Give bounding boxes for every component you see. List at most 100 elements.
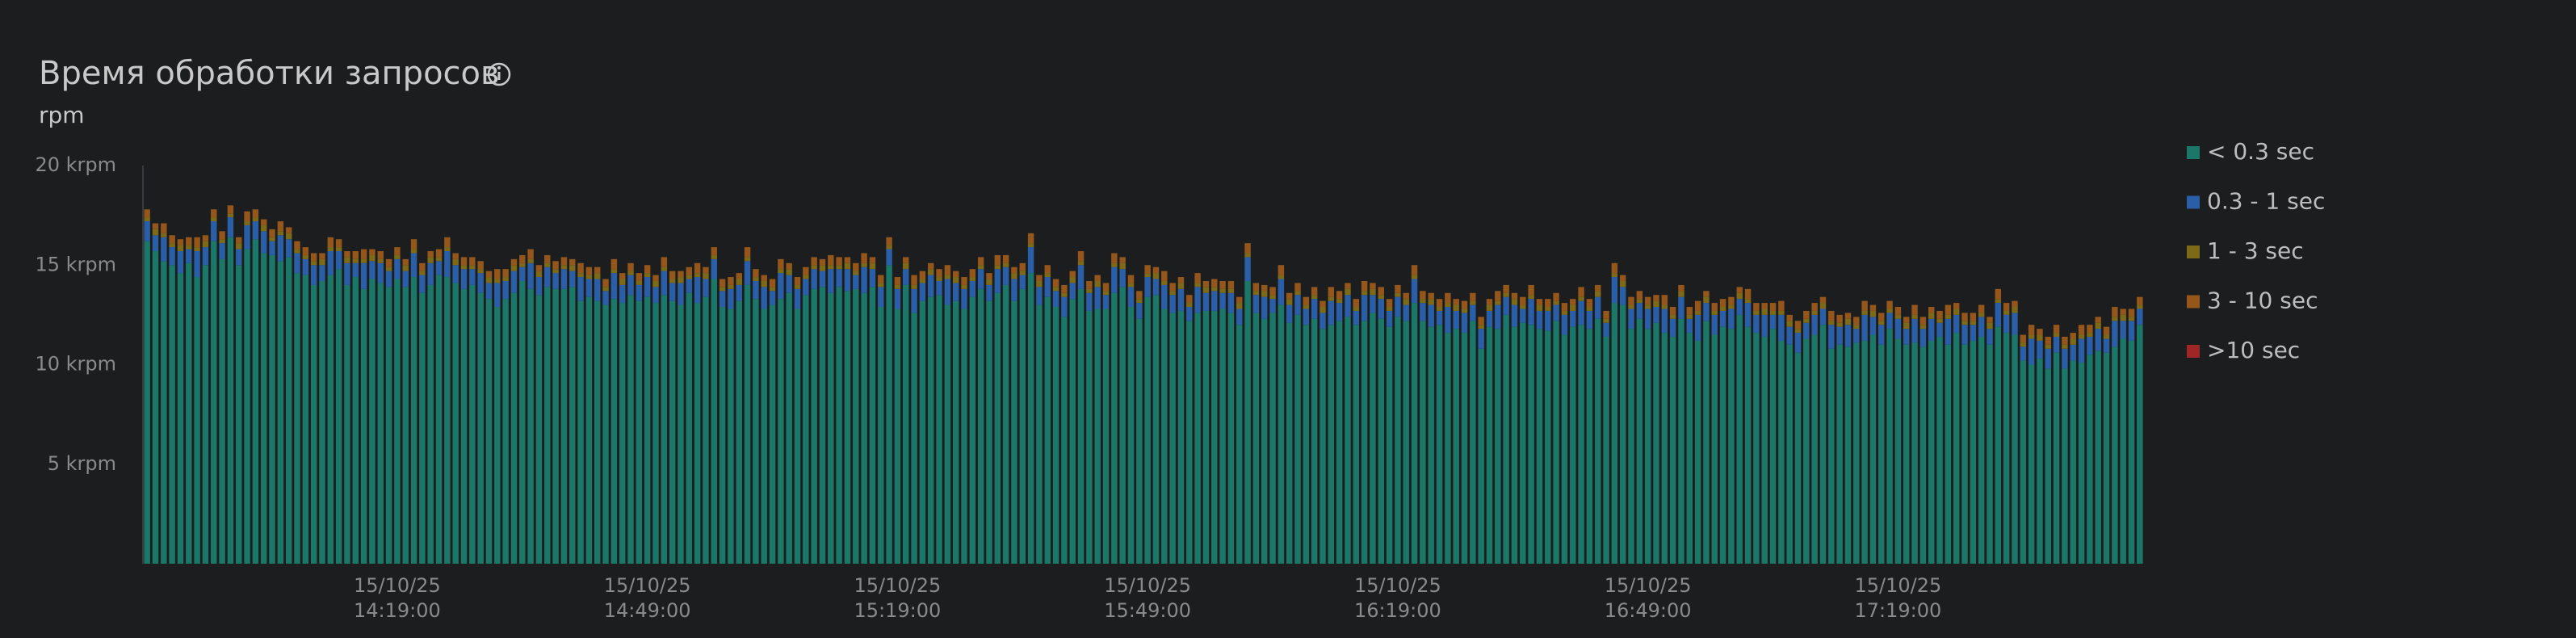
bar-segment [1102, 295, 1110, 309]
bar-segment [1236, 303, 1243, 309]
bar-segment [1027, 273, 1034, 564]
bar-segment [1144, 277, 1151, 297]
bar-segment [610, 273, 618, 300]
bar-segment [728, 309, 734, 564]
bar-segment [1420, 291, 1426, 300]
bar-segment [186, 262, 192, 564]
bar-segment [1319, 300, 1326, 308]
bar-segment [177, 250, 184, 274]
bar-segment [1353, 307, 1360, 311]
bar-segment [1453, 299, 1459, 305]
bar-segment [1261, 291, 1268, 297]
bar-segment [1611, 277, 1618, 304]
bar-segment [2003, 303, 2010, 311]
bar-segment [1403, 299, 1409, 305]
bar-segment [1044, 296, 1051, 564]
bar-segment [1586, 299, 1593, 308]
bar-segment [369, 279, 375, 564]
bar-segment [2103, 352, 2110, 564]
bar-segment [1286, 322, 1293, 564]
bar-segment [2103, 326, 2110, 335]
bar-segment [1686, 307, 1693, 315]
bar-segment [2062, 348, 2068, 369]
bar-segment [1061, 284, 1068, 293]
bar-segment [1678, 296, 1684, 319]
bar-segment [277, 221, 284, 232]
bar-segment [844, 269, 851, 292]
bar-segment [569, 258, 576, 266]
bar-segment [252, 209, 259, 218]
bar-segment [794, 288, 801, 309]
bar-segment [602, 279, 609, 288]
bar-segment [494, 283, 501, 308]
bar-segment [811, 265, 817, 270]
bar-segment [1027, 247, 1034, 274]
bar-segment [2020, 346, 2027, 361]
x-tick-label: 15/10/25 16:19:00 [1354, 574, 1441, 622]
bar-segment [1903, 344, 1910, 564]
bar-segment [1353, 325, 1360, 564]
bar-segment [1694, 314, 1701, 341]
bar-segment [1953, 333, 1960, 564]
bar-segment [227, 213, 234, 218]
bar-segment [1503, 292, 1509, 297]
bar-segment [1278, 279, 1285, 305]
bar-segment [1294, 291, 1301, 296]
bar-segment [1936, 310, 1943, 319]
info-icon[interactable] [487, 62, 511, 86]
bar-segment [1545, 299, 1551, 308]
bar-segment [1561, 303, 1568, 311]
bar-segment [385, 258, 392, 267]
bar-segment [294, 273, 300, 564]
bar-segment [2137, 309, 2143, 325]
bar-segment [1919, 317, 1927, 325]
bar-segment [1136, 299, 1143, 304]
bar-segment [1520, 322, 1526, 564]
bar-segment [644, 265, 651, 274]
bar-segment [1495, 304, 1501, 329]
bar-segment [1077, 261, 1085, 266]
bar-segment [753, 299, 759, 564]
bar-segment [169, 235, 175, 244]
bar-segment [986, 284, 992, 301]
bar-segment [594, 267, 601, 274]
bar-segment [1636, 318, 1643, 564]
bar-segment [335, 247, 342, 251]
bar-segment [1386, 307, 1393, 311]
bar-segment [360, 258, 367, 263]
bar-segment [602, 304, 609, 564]
bar-segment [1828, 348, 1835, 564]
bar-segment [919, 300, 926, 564]
bar-segment [211, 221, 217, 241]
bar-segment [544, 287, 551, 564]
bar-segment [1261, 296, 1268, 319]
bar-segment [394, 254, 401, 259]
bar-segment [1753, 333, 1760, 564]
bar-segment [1411, 303, 1418, 564]
bar-segment [552, 273, 559, 289]
bar-segment [1252, 283, 1260, 292]
bar-segment [419, 275, 426, 293]
bar-segment [194, 250, 200, 278]
bar-segment [869, 262, 876, 270]
bar-segment [2120, 314, 2126, 321]
bar-segment [302, 254, 309, 259]
bar-segment [652, 303, 659, 564]
bar-segment [703, 267, 709, 274]
bar-segment [736, 279, 742, 285]
bar-segment [2037, 359, 2043, 564]
bar-segment [952, 271, 959, 278]
bar-segment [1395, 296, 1401, 317]
bar-segment [535, 265, 543, 271]
bar-segment [786, 275, 792, 293]
legend-label: < 0.3 sec [2207, 138, 2314, 165]
bar-segment [1970, 340, 1977, 564]
bar-segment [1319, 313, 1326, 329]
bar-segment [944, 265, 951, 275]
bar-segment [377, 283, 384, 564]
bar-segment [969, 280, 976, 297]
bar-segment [1436, 325, 1443, 564]
bar-segment [2112, 346, 2118, 564]
bar-segment [1786, 321, 1793, 327]
bar-segment [1319, 307, 1326, 313]
